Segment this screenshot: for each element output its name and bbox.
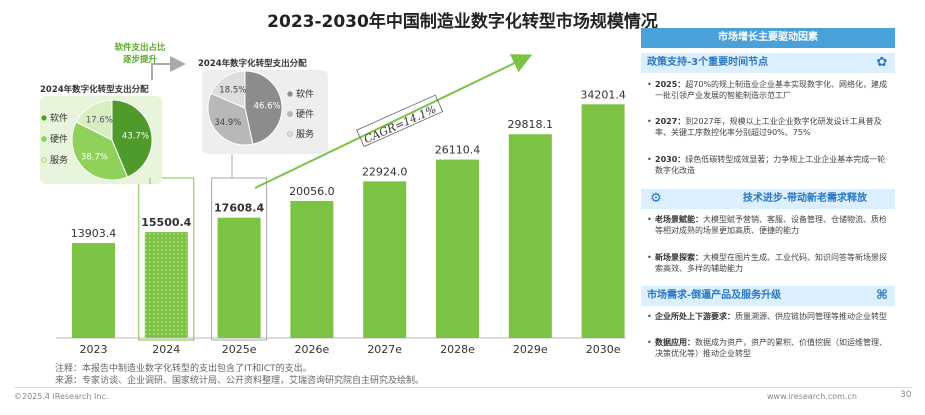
footnote-note: 注释：本报告中制造业数字化转型的支出包含了IT和ICT的支出。 (55, 364, 312, 374)
pie-2025-legend-swatch (287, 131, 293, 137)
cagr-label: CAGR=14.1% (362, 103, 438, 146)
pie-2025-slice-0 (244, 70, 283, 145)
pie-2025-legend-label: 软件 (296, 88, 314, 100)
pie-2025-value-label: 18.5% (219, 85, 246, 95)
item-label: 企业所处上下游要求： (655, 312, 735, 321)
x-tick-label: 2026e (295, 343, 330, 356)
bar-2030e (581, 104, 625, 338)
chart-title: 2023-2030年中国制造业数字化转型市场规模情况 (267, 12, 658, 32)
pie-2024-legend-label: 服务 (50, 154, 68, 166)
demand-section-heading: 市场需求-倒逼产品及服务升级 ⌘ (641, 286, 895, 306)
tech-item-new-scenes: 新场景探索：大模型在图片生成、工业代码、知识问答等新场景探索高效、多样的辅助能力 (647, 252, 891, 274)
pie-2025-slice-2 (210, 70, 246, 109)
pie-2025-title: 2024年数字化转型支出分配 (198, 58, 307, 69)
pie-2025-legend-label: 服务 (296, 128, 314, 140)
shift-label-line2: 逐步提升 (123, 54, 158, 65)
command-icon: ⌘ (875, 288, 889, 303)
x-tick-label: 2030e (586, 343, 621, 356)
drivers-panel-title: 市场增长主要驱动因素 (641, 28, 895, 48)
pie-2024-legend-swatch (41, 136, 47, 142)
item-label: 2030： (655, 155, 686, 164)
x-tick-label: 2028e (440, 343, 475, 356)
pie-2024-legend-swatch (41, 115, 47, 121)
site-url[interactable]: www.iresearch.com.cn (767, 392, 857, 401)
highlight-box-2024 (138, 177, 195, 341)
bar-2024 (144, 232, 188, 338)
tech-section-heading: ⚙ 技术进步-带动新老需求释放 (641, 189, 895, 209)
item-text: 数据成为资产，资产的累积、价值挖掘（如运维管理、决策优化等）推动企业转型 (655, 338, 887, 358)
policy-section-heading: 政策支持-3个重要时间节点 ✿ (641, 53, 895, 73)
tech-item-old-scenes: 老场景赋能：大模型赋予营销、客服、设备管理、仓储物流、质检等相对成熟的场景更加高… (647, 214, 891, 236)
x-tick-label: 2025e (222, 343, 257, 356)
policy-section-title: 政策支持-3个重要时间节点 (647, 57, 769, 68)
item-text: 到2027年，规模以上工业企业数字化研发设计工具普及率、关键工序数控化率分别超过… (655, 117, 882, 137)
item-text: 大模型在图片生成、工业代码、知识问答等新场景探索高效、多样的辅助能力 (655, 253, 887, 273)
item-text: 超70%的规上制造业企业基本实现数字化、网络化，建成一批引领产业发展的智能制造示… (655, 80, 888, 100)
drivers-panel: 市场增长主要驱动因素 政策支持-3个重要时间节点 ✿ 2025：超70%的规上制… (641, 28, 895, 378)
pie-2025-value-label: 46.6% (254, 102, 281, 112)
copyright: ©2025.4 iResearch Inc. (14, 392, 109, 401)
item-text: 大模型赋予营销、客服、设备管理、仓储物流、质检等相对成熟的场景更加高质、便捷的能… (655, 215, 887, 235)
shift-label-line1: 软件支出占比 (114, 42, 166, 53)
pie-2024-legend-swatch (41, 157, 47, 163)
pie-2025-slice-1 (207, 92, 254, 146)
bar-value-label: 29818.1 (508, 118, 554, 131)
pie-2025-legend-label: 硬件 (296, 108, 314, 120)
item-label: 老场景赋能： (655, 215, 703, 224)
pie-2025-value-label: 34.9% (214, 118, 241, 128)
gear-icon: ⚙ (650, 191, 662, 206)
pie-2024-slice-2 (75, 99, 113, 141)
demand-item-supply-chain: 企业所处上下游要求：质量溯源、供应链协同管理等推动企业转型 (647, 311, 891, 322)
bar-value-label: 34201.4 (580, 88, 626, 101)
pie-2025-legend-swatch (287, 91, 293, 97)
settings-icon: ✿ (876, 55, 888, 70)
bar-2025e (217, 217, 261, 338)
page-number: 30 (900, 390, 912, 400)
shift-arrow (151, 56, 186, 80)
policy-item-2027: 2027：到2027年，规模以上工业企业数字化研发设计工具普及率、关键工序数控化… (647, 116, 891, 138)
bar-value-label: 22924.0 (362, 165, 408, 178)
item-text: 质量溯源、供应链协同管理等推动企业转型 (735, 312, 887, 321)
bar-2023 (72, 242, 115, 338)
demand-section-title: 市场需求-倒逼产品及服务升级 (647, 290, 782, 301)
pie-2024-slice-0 (111, 99, 153, 178)
bar-value-label: 20056.0 (289, 185, 335, 198)
cagr-box (356, 94, 444, 148)
item-label: 2027： (655, 117, 686, 126)
bar-2028e (436, 159, 479, 338)
tech-section-title: 技术进步-带动新老需求释放 (742, 193, 867, 204)
pie-2025-legend-swatch (287, 111, 293, 117)
x-tick-label: 2029e (513, 343, 548, 356)
pie-2024-legend-label: 硬件 (50, 133, 68, 145)
item-label: 数据应用： (655, 338, 695, 347)
footnote-source: 来源：专家访谈、企业调研、国家统计局、公开资料整理，艾瑞咨询研究院自主研究及绘制… (55, 376, 425, 386)
footer-divider (14, 387, 912, 388)
bar-2026e (290, 200, 334, 338)
item-label: 2025： (655, 80, 686, 89)
pie-2024-legend-label: 软件 (50, 112, 68, 124)
bar-value-label: 17608.4 (214, 202, 264, 215)
pie-2024-value-label: 38.7% (81, 152, 108, 162)
bar-2027e (363, 181, 407, 338)
pie-2024-title: 2024年数字化转型支出分配 (40, 84, 149, 95)
bar-value-label: 15500.4 (141, 216, 191, 229)
bar-value-label: 26110.4 (435, 144, 481, 157)
cagr-arrow (254, 54, 533, 189)
x-tick-label: 2023 (80, 343, 108, 356)
pie-2024-value-label: 43.7% (122, 131, 149, 141)
bar-value-label: 13903.4 (71, 227, 117, 240)
highlight-box-2025e (211, 177, 268, 341)
item-text: 绿色低碳转型成效显著；力争规上工业企业基本完成一轮数字化改造 (655, 155, 886, 175)
policy-item-2025: 2025：超70%的规上制造业企业基本实现数字化、网络化，建成一批引领产业发展的… (647, 79, 891, 101)
pie-2024-slice-1 (71, 121, 129, 181)
pie-2024-value-label: 17.6% (86, 116, 113, 126)
demand-item-data-use: 数据应用：数据成为资产，资产的累积、价值挖掘（如运维管理、决策优化等）推动企业转… (647, 337, 891, 359)
bar-2029e (508, 134, 552, 338)
item-label: 新场景探索： (655, 253, 703, 262)
x-tick-label: 2024 (152, 343, 180, 356)
x-tick-label: 2027e (367, 343, 402, 356)
policy-item-2030: 2030：绿色低碳转型成效显著；力争规上工业企业基本完成一轮数字化改造 (647, 154, 891, 176)
